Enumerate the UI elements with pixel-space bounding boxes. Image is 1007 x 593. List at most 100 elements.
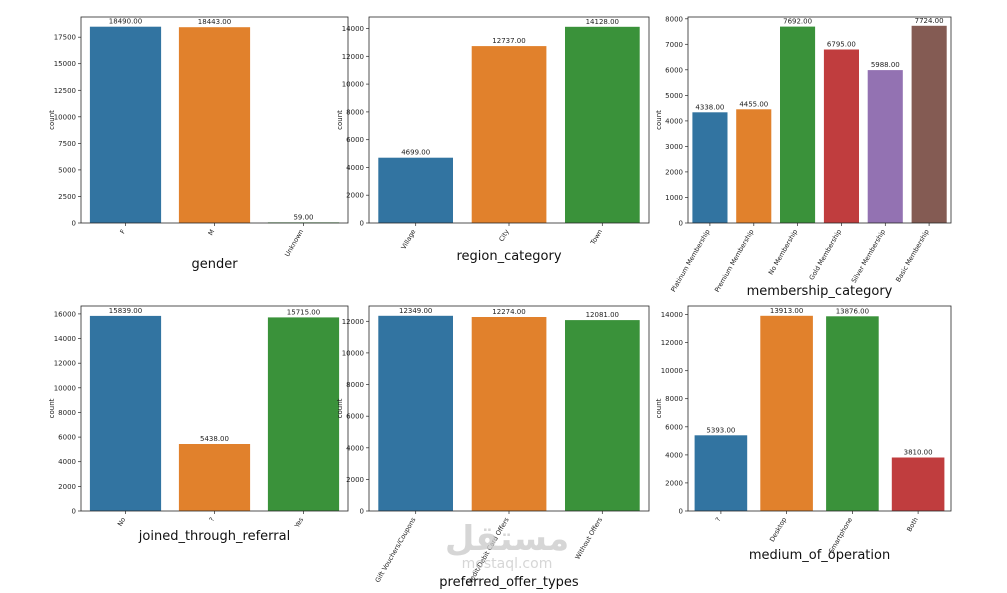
y-tick-label: 0 [679, 508, 683, 516]
bar-value-label: 12737.00 [492, 37, 525, 45]
bar-value-label: 12274.00 [492, 308, 525, 316]
y-tick-label: 12000 [342, 53, 364, 61]
x-tick-label: Village [400, 228, 418, 251]
y-tick-label: 4000 [346, 444, 364, 452]
y-tick-label: 14000 [661, 311, 683, 319]
bar-6-2 [760, 315, 813, 511]
y-tick-label: 10000 [54, 384, 76, 392]
x-tick-label: Basic Membership [894, 228, 931, 283]
y-axis-label: count [336, 398, 344, 418]
y-tick-label: 2000 [665, 168, 683, 176]
bar-value-label: 13876.00 [836, 307, 869, 315]
bar-4-2 [178, 444, 251, 511]
y-tick-label: 10000 [661, 367, 683, 375]
x-axis-label: gender [191, 257, 238, 272]
bar-value-label: 59.00 [293, 213, 313, 221]
bar-6-3 [826, 316, 879, 511]
y-tick-label: 12000 [661, 339, 683, 347]
x-tick-label: Silver Membership [850, 228, 887, 284]
x-axis-label: membership_category [747, 284, 893, 299]
x-tick-label: Town [588, 228, 604, 247]
y-axis-label: count [655, 110, 663, 130]
y-tick-label: 6000 [665, 423, 683, 431]
y-tick-label: 8000 [346, 108, 364, 116]
x-tick-label: Gift Vouchers/Coupons [374, 515, 418, 583]
y-tick-label: 2000 [58, 483, 76, 491]
x-tick-label: Gold Membership [808, 228, 844, 282]
y-tick-label: 4000 [665, 451, 683, 459]
y-tick-label: 8000 [346, 381, 364, 389]
bar-6-4 [891, 457, 945, 511]
bar-value-label: 6795.00 [827, 41, 856, 49]
bar-value-label: 7724.00 [915, 17, 944, 25]
y-tick-label: 0 [679, 220, 683, 228]
bar-4-3 [267, 317, 340, 511]
y-tick-label: 16000 [54, 310, 76, 318]
y-tick-label: 2000 [665, 479, 683, 487]
bar-3-5 [867, 70, 903, 223]
x-tick-label: Platinum Membership [669, 228, 711, 293]
bar-value-label: 15839.00 [109, 307, 142, 315]
y-axis-label: count [48, 398, 56, 418]
bar-value-label: 18490.00 [109, 18, 142, 26]
x-tick-label: No [116, 516, 127, 528]
bar-2-3 [565, 26, 640, 223]
y-tick-label: 0 [72, 508, 76, 516]
bar-3-1 [692, 112, 728, 223]
y-tick-label: 4000 [346, 164, 364, 172]
x-axis-label: medium_of_operation [749, 548, 890, 563]
axes-frame [687, 305, 952, 512]
bar-value-label: 15715.00 [287, 308, 320, 316]
x-tick-label: Both [905, 516, 919, 533]
bar-value-label: 5988.00 [871, 61, 900, 69]
x-tick-label: Desktop [768, 516, 788, 543]
bar-2-2 [471, 46, 547, 223]
y-tick-label: 12000 [54, 360, 76, 368]
x-tick-label: ? [714, 516, 723, 523]
bar-value-label: 12081.00 [586, 311, 619, 319]
y-tick-label: 14000 [342, 25, 364, 33]
y-tick-label: 8000 [58, 409, 76, 417]
bar-3-4 [823, 49, 859, 223]
x-tick-label: M [206, 228, 216, 237]
y-tick-label: 0 [360, 508, 364, 516]
y-axis-label: count [336, 110, 344, 130]
bar-5-3 [565, 320, 640, 511]
y-tick-label: 5000 [665, 92, 683, 100]
x-tick-label: No Membership [767, 228, 799, 276]
y-axis-label: count [48, 110, 56, 130]
x-tick-label: ? [208, 516, 217, 523]
x-tick-label: Unknown [283, 228, 305, 258]
y-tick-label: 0 [360, 220, 364, 228]
y-tick-label: 10000 [54, 113, 76, 121]
x-tick-label: F [118, 228, 127, 235]
y-tick-label: 14000 [54, 335, 76, 343]
y-tick-label: 12500 [54, 87, 76, 95]
bar-5-2 [471, 317, 547, 511]
bar-2-1 [378, 157, 453, 223]
y-tick-label: 6000 [58, 434, 76, 442]
bar-value-label: 13913.00 [770, 307, 803, 315]
bar-3-3 [780, 26, 816, 223]
bar-value-label: 4338.00 [695, 103, 724, 111]
y-tick-label: 3000 [665, 143, 683, 151]
y-tick-label: 10000 [342, 81, 364, 89]
x-axis-label: joined_through_referral [138, 529, 290, 544]
y-tick-label: 4000 [58, 458, 76, 466]
bar-value-label: 18443.00 [198, 18, 231, 26]
y-tick-label: 2000 [346, 476, 364, 484]
y-tick-label: 2000 [346, 192, 364, 200]
bar-3-2 [736, 109, 772, 223]
y-tick-label: 8000 [665, 15, 683, 23]
bar-1-1 [89, 26, 162, 224]
y-tick-label: 5000 [58, 166, 76, 174]
bar-value-label: 5393.00 [706, 426, 735, 434]
y-tick-label: 10000 [342, 349, 364, 357]
y-tick-label: 12000 [342, 318, 364, 326]
y-tick-label: 17500 [54, 34, 76, 42]
y-tick-label: 2500 [58, 193, 76, 201]
y-tick-label: 6000 [346, 413, 364, 421]
y-axis-label: count [655, 398, 663, 418]
bar-value-label: 4455.00 [739, 100, 768, 108]
